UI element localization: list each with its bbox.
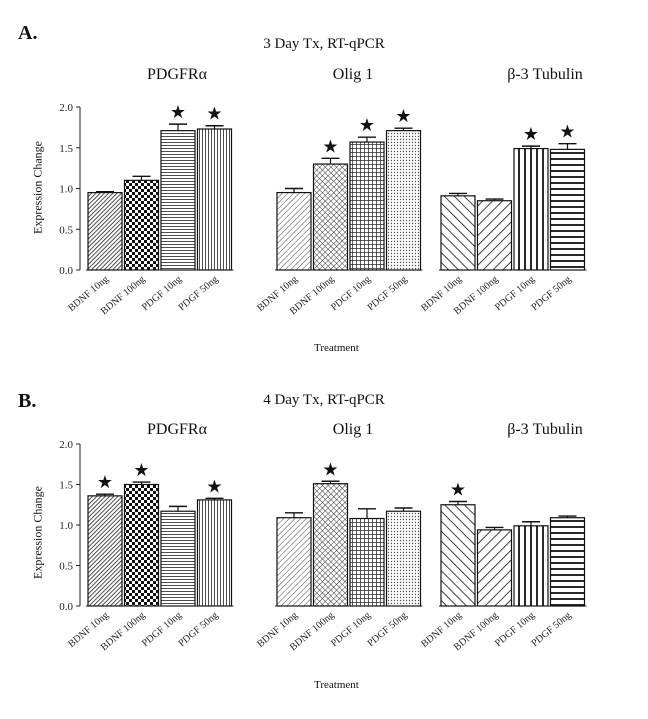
y-tick-label: 0.5	[59, 561, 73, 573]
x-tick-label: PDGF 50ng	[530, 274, 574, 313]
bar	[160, 130, 196, 271]
group-title-olig1: Olig 1	[332, 421, 374, 438]
bar	[476, 529, 513, 607]
panel-title: 3 Day Tx, RT-qPCR	[263, 36, 385, 52]
significance-star: ★	[97, 472, 113, 492]
y-tick-label: 0.5	[59, 224, 73, 236]
group-title-pdgfra: PDGFRα	[147, 421, 207, 438]
x-tick-label: PDGF 50ng	[530, 610, 574, 649]
x-tick-label: PDGF 10ng	[329, 274, 373, 313]
x-tick-label: PDGF 10ng	[140, 274, 184, 313]
x-tick-label: PDGF 10ng	[329, 610, 373, 649]
significance-star: ★	[395, 106, 411, 126]
significance-star: ★	[523, 124, 539, 144]
bar	[385, 130, 422, 271]
bar	[123, 179, 160, 271]
y-tick-label: 1.0	[59, 520, 73, 532]
y-tick-label: 0.0	[59, 265, 73, 277]
panel-title: 4 Day Tx, RT-qPCR	[263, 392, 385, 408]
y-tick-label: 1.5	[59, 143, 73, 155]
panel-b: B. 4 Day Tx, RT-qPCR PDGFRα Olig 1 β-3 T…	[0, 338, 648, 691]
bar	[513, 147, 549, 271]
bar	[349, 141, 385, 271]
x-axis-label: Treatment	[314, 679, 359, 691]
y-tick-label: 0.0	[59, 601, 73, 613]
x-tick-label: PDGF 10ng	[493, 610, 537, 649]
bar	[312, 483, 349, 607]
bar	[513, 525, 549, 607]
x-tick-label: PDGF 50ng	[366, 610, 410, 649]
bar	[476, 200, 513, 271]
bar	[160, 510, 196, 607]
y-tick-label: 2.0	[59, 102, 73, 114]
panel-label: A.	[18, 22, 38, 44]
bar	[87, 191, 123, 271]
bar	[440, 504, 476, 607]
bar	[312, 163, 349, 271]
bar-chart-b: 0.00.51.01.52.0★BDNF 10ng★BDNF 100ngPDGF…	[59, 439, 587, 653]
x-tick-label: PDGF 10ng	[140, 610, 184, 649]
group-title-tubulin: β-3 Tubulin	[507, 421, 583, 438]
bar	[549, 148, 586, 271]
bar	[196, 499, 233, 607]
significance-star: ★	[359, 115, 375, 135]
significance-star: ★	[322, 459, 338, 479]
bar	[123, 483, 160, 607]
bar	[196, 128, 233, 271]
bar	[440, 195, 476, 271]
significance-star: ★	[450, 480, 466, 500]
y-tick-label: 1.5	[59, 480, 73, 492]
bar	[276, 517, 312, 607]
bar	[276, 191, 312, 271]
significance-star: ★	[206, 476, 222, 496]
x-tick-label: PDGF 10ng	[493, 274, 537, 313]
y-tick-label: 2.0	[59, 439, 73, 451]
panel-label: B.	[18, 390, 37, 412]
significance-star: ★	[559, 122, 575, 142]
significance-star: ★	[322, 136, 338, 156]
x-tick-label: PDGF 50ng	[366, 274, 410, 313]
bar	[87, 495, 123, 607]
group-title-pdgfra: PDGFRα	[147, 66, 207, 83]
x-tick-label: PDGF 50ng	[177, 274, 221, 313]
bar	[549, 517, 586, 607]
x-tick-label: PDGF 50ng	[177, 610, 221, 649]
bar	[349, 517, 385, 607]
x-axis-label: Treatment	[314, 342, 359, 354]
group-title-olig1: Olig 1	[332, 66, 374, 83]
bar	[385, 510, 422, 607]
significance-star: ★	[206, 104, 222, 124]
group-title-tubulin: β-3 Tubulin	[507, 66, 583, 83]
significance-star: ★	[133, 460, 149, 480]
y-tick-label: 1.0	[59, 184, 73, 196]
significance-star: ★	[170, 102, 186, 122]
panel-a: A. 3 Day Tx, RT-qPCR PDGFRα Olig 1 β-3 T…	[0, 0, 648, 354]
